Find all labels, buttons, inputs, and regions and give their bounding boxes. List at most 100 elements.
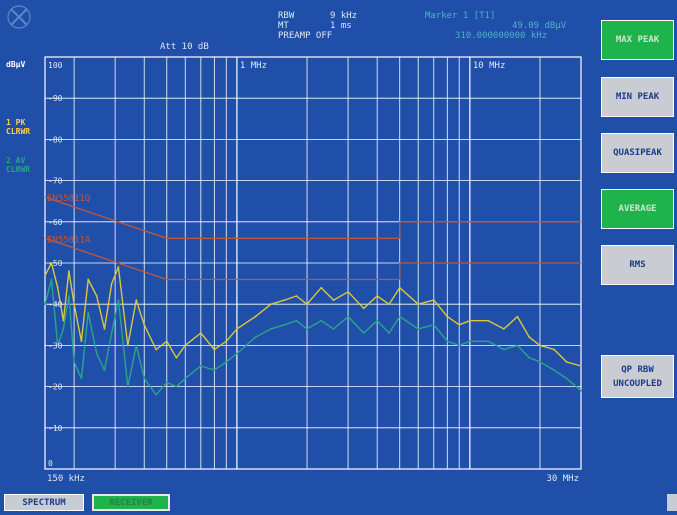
y-tick-label: -10 (48, 424, 63, 433)
x-marker-label: 10 MHz (473, 61, 506, 71)
trace-average-point (306, 328, 308, 330)
limit-line-en55011q (44, 196, 581, 239)
mt-value: 1 ms (330, 21, 352, 31)
trace-2-label: 2 AV CLRWR (6, 156, 31, 174)
y-tick-label: -50 (48, 259, 63, 268)
trace-peak-point (254, 315, 257, 318)
trace-peak-point (155, 348, 158, 351)
trace-peak-point (487, 319, 490, 322)
limit-line-label: EN55011A (47, 235, 91, 245)
trace-average-point (469, 340, 471, 343)
trace-average (44, 278, 582, 396)
trace-peak (44, 262, 582, 367)
y-tick-label: -40 (48, 300, 63, 309)
trace-average-point (143, 377, 146, 380)
trace-average-point (270, 328, 272, 330)
softkey-rms[interactable]: RMS (601, 245, 674, 285)
trace-average-point (320, 319, 323, 322)
trace-peak-point (446, 315, 449, 318)
trace-peak-point (213, 348, 216, 351)
trace-peak-point (320, 286, 323, 289)
trace-peak-point (283, 299, 286, 301)
softkey-max-peak[interactable]: MAX PEAK (601, 20, 674, 60)
softkey-average[interactable]: AVERAGE (601, 189, 674, 229)
trace-average-point (184, 377, 187, 380)
trace-peak-point (516, 315, 519, 318)
trace-peak-point (103, 328, 106, 330)
softkey-quasipeak[interactable]: QUASIPEAK (601, 133, 674, 173)
trace-average-point (56, 344, 59, 347)
softkey-panel: MAX PEAK MIN PEAK QUASIPEAK AVERAGE RMS … (601, 0, 677, 515)
trace-peak-point (165, 340, 168, 343)
trace-peak-point (184, 344, 187, 347)
tab-receiver[interactable]: RECEIVER (92, 494, 170, 511)
trace-average-point (580, 389, 582, 392)
trace-average-point (283, 323, 286, 326)
trace-peak-point (236, 328, 238, 330)
trace-peak-point (347, 290, 349, 293)
trace-average-point (126, 385, 129, 388)
spectrum-plot[interactable]: EN55011Q EN55011A 100 -90 -80 -70 -60 -50 -40 -3… (0, 0, 600, 490)
trace-average-point (165, 381, 168, 384)
trace-peak-point (306, 303, 308, 306)
marker-frequency: 310.000000000 kHz (455, 31, 548, 41)
y-tick-label: 0 (48, 459, 53, 468)
y-tick-label: -20 (48, 383, 63, 392)
trace-average-point (376, 319, 379, 322)
trace-peak-point (117, 266, 120, 268)
mt-label: MT (278, 21, 289, 31)
trace-peak-point (565, 361, 568, 363)
trace-average-point (347, 315, 349, 318)
trace-average-point (565, 377, 568, 380)
trace-average-point (225, 361, 228, 363)
trace-peak-point (175, 356, 178, 359)
trace-average-point (417, 328, 420, 330)
limit-line-label: EN55011Q (47, 194, 90, 204)
trace-average-point (175, 385, 178, 388)
trace-average-point (388, 332, 390, 334)
trace-peak-point (143, 323, 146, 326)
trace-average-point (446, 340, 449, 343)
y-tick-label: -90 (48, 94, 63, 103)
trace-peak-point (376, 295, 379, 297)
trace-peak-point (50, 262, 53, 264)
trace-peak-point (68, 270, 70, 273)
attenuation-readout: Att 10 dB (160, 42, 209, 52)
rbw-value: 9 kHz (330, 11, 358, 21)
trace-peak-point (87, 278, 90, 281)
tab-spectrum[interactable]: SPECTRUM (4, 494, 84, 511)
trace-peak-point (388, 303, 390, 306)
trace-peak-point (95, 295, 98, 297)
axis-labels: 100 -90 -80 -70 -60 -50 -40 -30 -20 -10 0 1 MHz 10 M… (47, 61, 579, 484)
trace-peak-point (332, 299, 335, 301)
trace-peak-point (73, 303, 75, 306)
trace-peak-point (80, 340, 83, 343)
softkey-min-peak[interactable]: MIN PEAK (601, 77, 674, 117)
trace-peak-point (458, 323, 461, 326)
trace-peak-point (417, 303, 420, 306)
marker-title: Marker 1 [T1] (425, 11, 496, 21)
trace-peak-point (270, 303, 272, 306)
trace-peak-point (199, 332, 202, 334)
rohde-schwarz-logo-icon (7, 5, 31, 29)
trace-average-point (199, 365, 202, 367)
softkey-qp-rbw-uncoupled[interactable]: QP RBW UNCOUPLED (601, 355, 674, 398)
trace-peak-point (135, 299, 138, 301)
trace-peak-point (56, 286, 59, 289)
marker-level: 49.09 dBµV (512, 21, 567, 31)
trace-average-point (553, 369, 555, 371)
trace-average-point (503, 348, 505, 351)
corner-indicator (667, 494, 677, 511)
trace-peak-point (539, 344, 541, 347)
trace-average-point (68, 295, 70, 297)
trace-average-point (332, 328, 335, 330)
trace-peak-point (110, 282, 113, 285)
trace-average-point (135, 344, 138, 347)
trace-average-point (295, 319, 298, 322)
trace-average-point (95, 352, 98, 355)
trace-average-point (432, 323, 435, 326)
trace-average-point (44, 303, 46, 306)
y-tick-label: -80 (48, 135, 63, 144)
trace-peak-point (580, 365, 582, 367)
trace-average-point (236, 352, 238, 355)
